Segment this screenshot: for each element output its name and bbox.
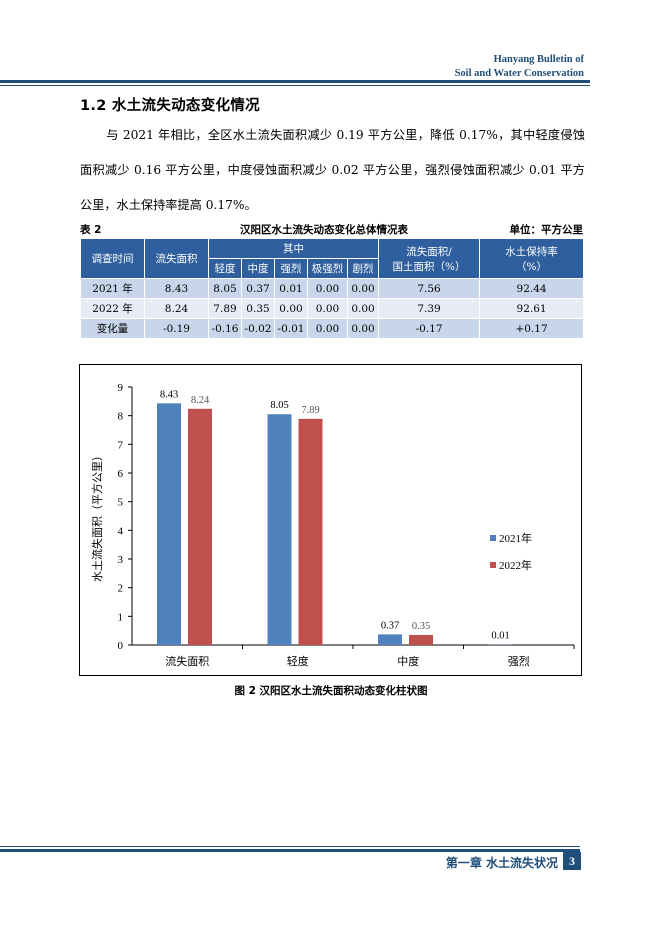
cell-moderate: 0.35	[241, 298, 275, 319]
bar-chart: 0 1 2 3 4 5 6 7 8 9 水土流失面积（平方公里） 8.43 8.24 流失面积 8.05 7.…	[90, 382, 575, 668]
footer-rule-thick	[0, 849, 580, 852]
header-rule-thick	[0, 80, 590, 83]
header-severe: 剧烈	[346, 258, 380, 279]
cell-ratio: 7.39	[378, 298, 481, 319]
y-tick-label: 7	[118, 439, 124, 451]
legend-swatch	[490, 562, 496, 568]
data-label: 0.01	[491, 631, 509, 642]
bulletin-header: Hanyang Bulletin of Soil and Water Conse…	[455, 53, 584, 81]
header-retention-line1: 水土保持率	[505, 245, 558, 258]
cell-moderate: 0.37	[241, 278, 275, 299]
page-number: 3	[563, 852, 581, 870]
bar-series-2022	[409, 634, 433, 645]
cell-very-strong: 0.00	[307, 318, 348, 339]
data-label: 8.24	[191, 395, 210, 406]
header-rule-thin	[0, 85, 590, 86]
header-area: 流失面积	[144, 238, 209, 279]
legend-label: 2022年	[499, 558, 532, 572]
table-unit: 单位：平方公里	[509, 224, 584, 236]
x-tick-label: 强烈	[508, 654, 530, 668]
paragraph-text: 与 2021 年相比，全区水土流失面积减少 0.19 平方公里，降低 0.17%…	[80, 128, 585, 212]
cell-strong: -0.01	[274, 318, 308, 339]
table-caption: 表 2 汉阳区水土流失动态变化总体情况表 单位：平方公里	[80, 222, 583, 238]
header-retention-line2: （%）	[516, 260, 548, 273]
chart-frame: 0 1 2 3 4 5 6 7 8 9 水土流失面积（平方公里） 8.43 8.24 流失面积 8.05 7.…	[79, 364, 582, 676]
y-tick-label: 6	[118, 468, 124, 480]
footer-rule-thin	[0, 846, 580, 847]
header-retention: 水土保持率 （%）	[479, 238, 585, 279]
bar-series-2021	[378, 634, 402, 645]
cell-strong: 0.01	[274, 278, 308, 299]
table-title: 汉阳区水土流失动态变化总体情况表	[240, 224, 408, 236]
data-label: 0.37	[381, 620, 399, 631]
cell-mild: -0.16	[208, 318, 242, 339]
header-time: 调查时间	[80, 238, 145, 279]
section-heading: 1.2 水土流失动态变化情况	[80, 98, 260, 114]
cell-retention: 92.61	[479, 298, 585, 319]
y-tick-label: 5	[118, 497, 124, 509]
y-tick-label: 8	[118, 411, 124, 423]
bar-series-2022	[188, 408, 212, 645]
cell-very-strong: 0.00	[307, 278, 348, 299]
cell-strong: 0.00	[274, 298, 308, 319]
legend-swatch	[490, 535, 496, 541]
x-tick-label: 流失面积	[165, 654, 209, 668]
figure-caption: 图 2 汉阳区水土流失面积动态变化柱状图	[234, 685, 428, 697]
cell-severe: 0.00	[346, 278, 380, 299]
cell-time: 变化量	[80, 318, 145, 339]
cell-time: 2022 年	[80, 298, 145, 319]
header-ratio-line1: 流失面积/	[406, 245, 452, 258]
table-row: 2021 年 8.43 8.05 0.37 0.01 0.00 0.00 7.5…	[80, 278, 585, 299]
cell-very-strong: 0.00	[307, 298, 348, 319]
cell-mild: 7.89	[208, 298, 242, 319]
header-very-strong: 极强烈	[307, 258, 348, 279]
data-label: 7.89	[301, 405, 319, 416]
x-tick-label: 中度	[397, 654, 419, 668]
y-tick-label: 0	[118, 640, 124, 652]
cell-ratio: 7.56	[378, 278, 481, 299]
y-tick-label: 2	[118, 583, 124, 595]
data-label: 0.35	[412, 621, 430, 632]
cell-retention: +0.17	[479, 318, 585, 339]
header-moderate: 中度	[241, 258, 275, 279]
data-label: 8.05	[270, 400, 288, 411]
data-label: 8.43	[160, 389, 178, 400]
cell-time: 2021 年	[80, 278, 145, 299]
y-tick-label: 3	[118, 554, 124, 566]
cell-moderate: -0.02	[241, 318, 275, 339]
header-line-1: Hanyang Bulletin of	[493, 54, 584, 65]
y-tick-label: 9	[118, 382, 124, 394]
x-tick-label: 轻度	[287, 654, 309, 668]
body-paragraph: 与 2021 年相比，全区水土流失面积减少 0.19 平方公里，降低 0.17%…	[80, 118, 585, 223]
table-row: 变化量 -0.19 -0.16 -0.02 -0.01 0.00 0.00 -0…	[80, 318, 585, 339]
cell-mild: 8.05	[208, 278, 242, 299]
header-group: 其中	[207, 238, 380, 259]
bar-series-2021	[157, 403, 181, 645]
cell-ratio: -0.17	[378, 318, 481, 339]
y-tick-label: 4	[118, 525, 124, 537]
bar-series-2022	[298, 418, 323, 645]
header-line-2: Soil and Water Conservation	[454, 68, 584, 79]
table-label: 表 2	[80, 224, 102, 236]
bar-series-2021	[267, 414, 292, 645]
cell-area: 8.24	[144, 298, 209, 319]
header-ratio-line2: 国土面积（%）	[392, 260, 466, 273]
y-axis-label: 水土流失面积（平方公里）	[90, 450, 104, 582]
header-mild: 轻度	[208, 258, 242, 279]
header-strong: 强烈	[274, 258, 308, 279]
legend-label: 2021年	[499, 531, 532, 545]
cell-severe: 0.00	[346, 298, 380, 319]
header-ratio: 流失面积/国土面积（%）	[378, 238, 481, 279]
table-row: 2022 年 8.24 7.89 0.35 0.00 0.00 0.00 7.3…	[80, 298, 585, 319]
y-tick-label: 1	[118, 611, 124, 623]
summary-table: 调查时间 流失面积 其中 流失面积/国土面积（%） 水土保持率 （%） 轻度 中度…	[80, 238, 585, 339]
cell-area: -0.19	[144, 318, 209, 339]
cell-retention: 92.44	[479, 278, 585, 299]
cell-severe: 0.00	[346, 318, 380, 339]
cell-area: 8.43	[144, 278, 209, 299]
footer-chapter: 第一章 水土流失状况	[445, 856, 558, 870]
